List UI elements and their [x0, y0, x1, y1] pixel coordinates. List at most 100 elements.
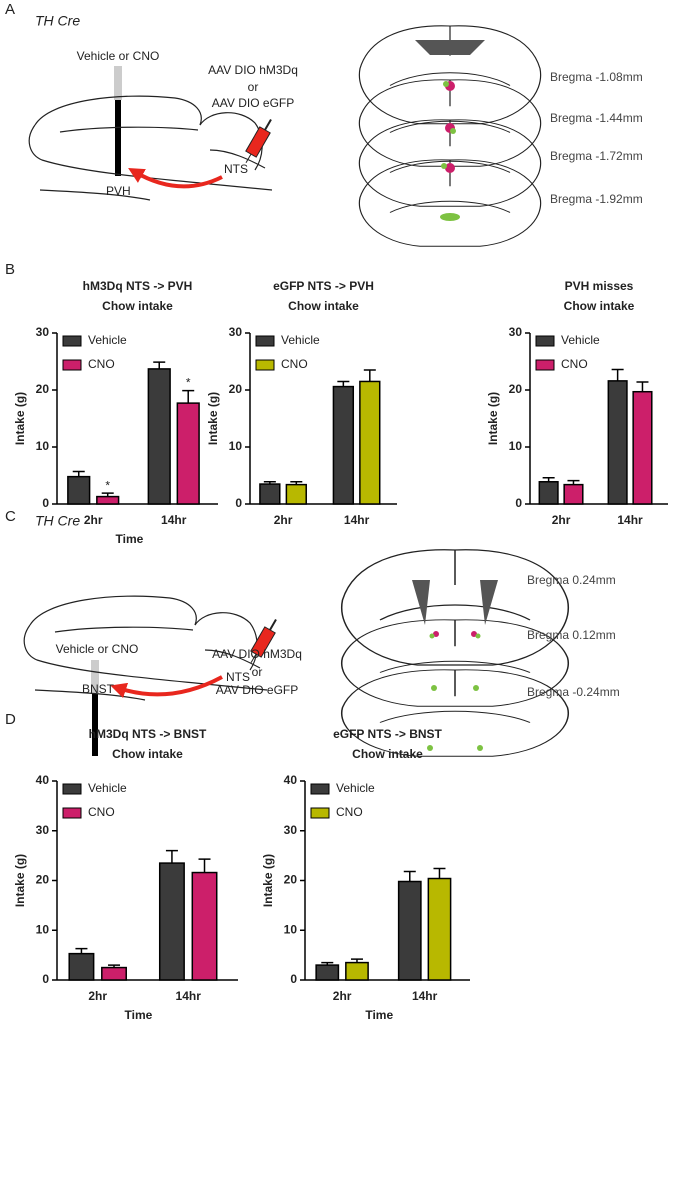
x-tick-label: 14hr: [617, 513, 643, 527]
chart-title: hM3Dq NTS -> BNST: [89, 727, 207, 741]
target-label: BNST: [82, 682, 115, 696]
y-tick-label: 20: [509, 382, 523, 396]
x-axis-label: Time: [116, 532, 144, 546]
bar: [538, 481, 559, 505]
error-bar: [290, 481, 303, 485]
x-tick-label: 2hr: [552, 513, 571, 527]
legend-label: CNO: [88, 805, 115, 819]
bar: [315, 964, 340, 981]
bar: [345, 961, 369, 981]
y-tick-label: 30: [509, 325, 523, 339]
error-bar: [263, 481, 276, 485]
bregma-label: Bregma 0.12mm: [527, 628, 616, 642]
x-axis-label: Time: [365, 1008, 393, 1022]
bar: [359, 380, 381, 505]
y-tick-label: 0: [290, 972, 297, 986]
error-bar: [321, 961, 334, 966]
chart-subtitle: Chow intake: [564, 299, 635, 313]
legend-swatch: [310, 807, 330, 819]
bar: [332, 385, 355, 505]
legend-label: Vehicle: [561, 333, 600, 347]
y-tick-label: 40: [284, 773, 298, 787]
chart-subtitle: Chow intake: [352, 747, 423, 761]
legend-swatch: [255, 359, 275, 371]
cannula-tip: [114, 66, 122, 100]
legend-label: CNO: [281, 357, 308, 371]
bregma-label: Bregma -1.72mm: [550, 149, 643, 163]
y-tick-label: 0: [42, 496, 49, 510]
error-bar: [198, 858, 211, 873]
y-tick-label: 30: [284, 823, 298, 837]
bregma-label: Bregma -1.08mm: [550, 70, 643, 84]
bar: [285, 483, 307, 505]
bar: [176, 402, 200, 505]
virus: or: [252, 665, 263, 679]
coronal-sections: [358, 25, 542, 247]
legend-swatch: [255, 335, 275, 347]
legend-label: CNO: [561, 357, 588, 371]
error-bar: [350, 958, 363, 963]
syringe: [245, 118, 272, 164]
virus: AAV DIO eGFP: [212, 96, 294, 110]
significance-marker: *: [186, 376, 191, 390]
chart-title: eGFP NTS -> BNST: [333, 727, 442, 741]
x-tick-label: 14hr: [176, 989, 202, 1003]
sagittal-brain: [28, 95, 273, 201]
bregma-label: Bregma -0.24mm: [527, 685, 620, 699]
bar: [259, 483, 281, 505]
y-tick-label: 30: [229, 325, 243, 339]
bar: [68, 952, 95, 981]
bar: [158, 862, 185, 981]
error-bar: [636, 381, 649, 392]
bregma-label: Bregma 0.24mm: [527, 573, 616, 587]
bar: [67, 475, 91, 505]
x-tick-label: 2hr: [274, 513, 293, 527]
legend-swatch: [62, 335, 82, 347]
virus: or: [248, 80, 259, 94]
panel-label: B: [5, 261, 15, 278]
legend-swatch: [62, 807, 82, 819]
bar: [96, 495, 120, 505]
projection-arrow: [110, 675, 223, 699]
bar: [397, 880, 422, 981]
virus: AAV DIO hM3Dq: [208, 63, 298, 77]
legend-label: CNO: [336, 805, 363, 819]
bar: [563, 483, 584, 505]
error-bar: [542, 477, 555, 482]
x-tick-label: 2hr: [88, 989, 107, 1003]
x-tick-label: 14hr: [344, 513, 370, 527]
error-bar: [337, 380, 350, 387]
legend-label: CNO: [88, 357, 115, 371]
chart-subtitle: Chow intake: [112, 747, 183, 761]
cannula: [115, 100, 121, 176]
bar: [632, 390, 653, 505]
genotype: TH Cre: [35, 13, 80, 29]
y-tick-label: 0: [42, 972, 49, 986]
y-axis-label: Intake (g): [13, 392, 27, 445]
virus: AAV DIO hM3Dq: [212, 647, 302, 661]
y-tick-label: 30: [36, 325, 50, 339]
error-bar: [567, 479, 580, 485]
error-bar: [101, 492, 114, 497]
error-bar: [611, 368, 624, 381]
legend-swatch: [310, 783, 330, 795]
bar: [191, 871, 218, 981]
legend-swatch: [535, 335, 555, 347]
y-tick-label: 10: [229, 439, 243, 453]
error-bar: [75, 947, 88, 954]
legend-label: Vehicle: [88, 781, 127, 795]
bar: [101, 966, 127, 981]
cannula-tip: [91, 660, 99, 694]
chart-title: PVH misses: [565, 279, 634, 293]
y-tick-label: 10: [284, 922, 298, 936]
error-bar: [108, 964, 121, 968]
y-tick-label: 20: [36, 382, 50, 396]
chart-subtitle: Chow intake: [102, 299, 173, 313]
x-tick-label: 14hr: [412, 989, 438, 1003]
x-tick-label: 2hr: [333, 989, 352, 1003]
legend-label: Vehicle: [88, 333, 127, 347]
x-axis-label: Time: [125, 1008, 153, 1022]
y-tick-label: 20: [36, 873, 50, 887]
cannula: [92, 694, 98, 756]
y-tick-label: 0: [515, 496, 522, 510]
